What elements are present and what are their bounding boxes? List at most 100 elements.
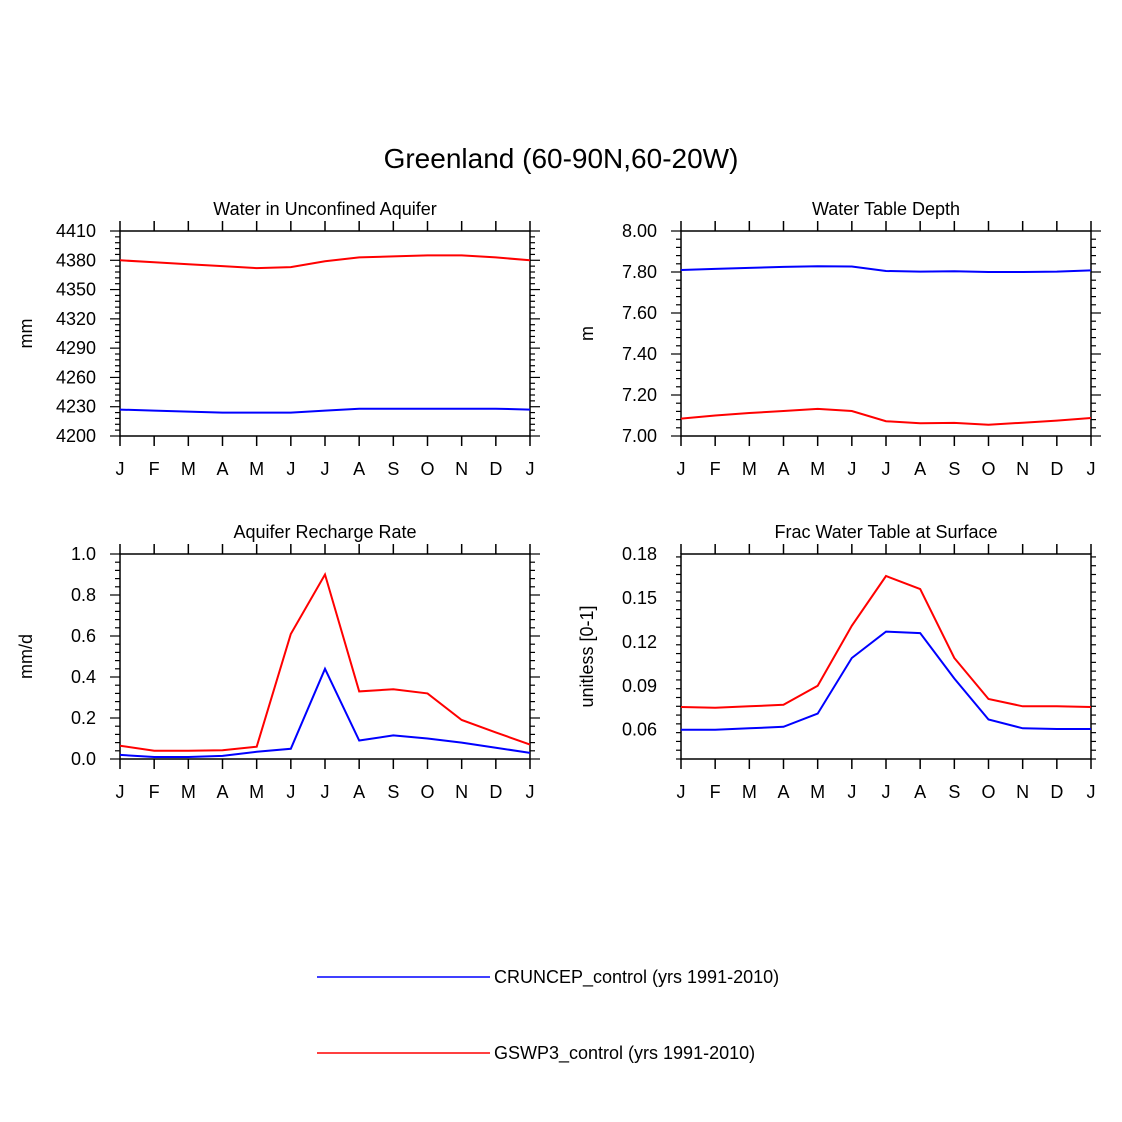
x-tick-label: F xyxy=(710,782,721,802)
x-tick-label: S xyxy=(387,782,399,802)
x-tick-label: A xyxy=(353,782,365,802)
x-tick-label: J xyxy=(116,459,125,479)
series-line-gswp3 xyxy=(120,254,530,270)
x-tick-label: S xyxy=(387,459,399,479)
panel-title: Frac Water Table at Surface xyxy=(774,522,997,542)
x-tick-label: J xyxy=(321,782,330,802)
x-tick-label: O xyxy=(981,782,995,802)
y-tick-label: 0.0 xyxy=(71,749,96,769)
y-tick-label: 0.06 xyxy=(622,720,657,740)
series-line-cruncep xyxy=(681,630,1091,731)
y-tick-label: 7.00 xyxy=(622,426,657,446)
x-tick-label: A xyxy=(216,459,228,479)
y-tick-label: 7.60 xyxy=(622,303,657,323)
x-tick-label: M xyxy=(249,782,264,802)
y-tick-label: 4380 xyxy=(56,250,96,270)
x-tick-label: J xyxy=(882,782,891,802)
x-tick-label: F xyxy=(149,459,160,479)
series-line-cruncep xyxy=(120,666,530,758)
figure-title: Greenland (60-90N,60-20W) xyxy=(383,143,739,174)
y-tick-label: 7.80 xyxy=(622,262,657,282)
y-axis-label: unitless [0-1] xyxy=(577,605,597,707)
y-tick-label: 0.4 xyxy=(71,667,96,687)
x-tick-label: N xyxy=(1016,782,1029,802)
x-tick-label: J xyxy=(1087,459,1096,479)
x-tick-label: A xyxy=(914,782,926,802)
x-tick-label: M xyxy=(181,459,196,479)
x-tick-label: J xyxy=(882,459,891,479)
x-tick-label: M xyxy=(810,459,825,479)
x-tick-label: N xyxy=(455,782,468,802)
x-tick-label: D xyxy=(489,459,502,479)
x-tick-label: J xyxy=(321,459,330,479)
x-tick-label: D xyxy=(489,782,502,802)
x-tick-label: J xyxy=(1087,782,1096,802)
series-line-gswp3 xyxy=(681,407,1091,426)
plot-frame xyxy=(680,230,1092,437)
y-tick-label: 4230 xyxy=(56,397,96,417)
y-tick-label: 0.2 xyxy=(71,708,96,728)
y-tick-label: 4290 xyxy=(56,338,96,358)
y-tick-label: 4200 xyxy=(56,426,96,446)
x-tick-label: J xyxy=(526,459,535,479)
y-tick-label: 4260 xyxy=(56,367,96,387)
x-tick-label: M xyxy=(810,782,825,802)
y-tick-label: 0.18 xyxy=(622,544,657,564)
y-tick-label: 8.00 xyxy=(622,221,657,241)
x-tick-label: O xyxy=(981,459,995,479)
panel-title: Aquifer Recharge Rate xyxy=(233,522,416,542)
x-tick-label: S xyxy=(948,782,960,802)
y-tick-label: 0.09 xyxy=(622,676,657,696)
y-tick-label: 7.40 xyxy=(622,344,657,364)
x-tick-label: J xyxy=(677,459,686,479)
y-tick-label: 4320 xyxy=(56,309,96,329)
x-tick-label: N xyxy=(1016,459,1029,479)
x-tick-label: N xyxy=(455,459,468,479)
x-tick-label: F xyxy=(710,459,721,479)
y-axis-label: mm/d xyxy=(16,634,36,679)
x-tick-label: D xyxy=(1050,782,1063,802)
y-tick-label: 0.8 xyxy=(71,585,96,605)
legend: CRUNCEP_control (yrs 1991-2010) GSWP3_co… xyxy=(317,967,779,1064)
x-tick-label: A xyxy=(216,782,228,802)
x-tick-label: D xyxy=(1050,459,1063,479)
x-tick-label: A xyxy=(914,459,926,479)
x-tick-label: O xyxy=(420,782,434,802)
series-line-cruncep xyxy=(120,407,530,414)
legend-label-gswp3: GSWP3_control (yrs 1991-2010) xyxy=(494,1043,755,1064)
x-tick-label: A xyxy=(777,459,789,479)
panel-title: Water Table Depth xyxy=(812,199,960,219)
x-tick-label: M xyxy=(249,459,264,479)
x-tick-label: J xyxy=(286,782,295,802)
panel-frac-water-table-at-surface: Frac Water Table at Surface unitless [0-1… xyxy=(577,522,1096,802)
x-tick-label: J xyxy=(847,459,856,479)
x-tick-label: J xyxy=(847,782,856,802)
y-tick-label: 0.6 xyxy=(71,626,96,646)
series-line-gswp3 xyxy=(120,571,530,752)
y-tick-label: 4410 xyxy=(56,221,96,241)
y-tick-label: 4350 xyxy=(56,280,96,300)
y-tick-label: 1.0 xyxy=(71,544,96,564)
series-line-gswp3 xyxy=(681,574,1091,709)
legend-label-cruncep: CRUNCEP_control (yrs 1991-2010) xyxy=(494,967,779,988)
y-tick-label: 0.12 xyxy=(622,632,657,652)
series-line-cruncep xyxy=(681,265,1091,273)
x-tick-label: A xyxy=(353,459,365,479)
y-axis-label: mm xyxy=(16,319,36,349)
y-tick-label: 7.20 xyxy=(622,385,657,405)
x-tick-label: J xyxy=(677,782,686,802)
x-tick-label: O xyxy=(420,459,434,479)
x-tick-label: J xyxy=(286,459,295,479)
x-tick-label: F xyxy=(149,782,160,802)
x-tick-label: S xyxy=(948,459,960,479)
x-tick-label: M xyxy=(181,782,196,802)
plot-frame xyxy=(119,553,531,760)
y-axis-label: m xyxy=(577,326,597,341)
panel-title: Water in Unconfined Aquifer xyxy=(213,199,436,219)
x-tick-label: M xyxy=(742,782,757,802)
x-tick-label: A xyxy=(777,782,789,802)
